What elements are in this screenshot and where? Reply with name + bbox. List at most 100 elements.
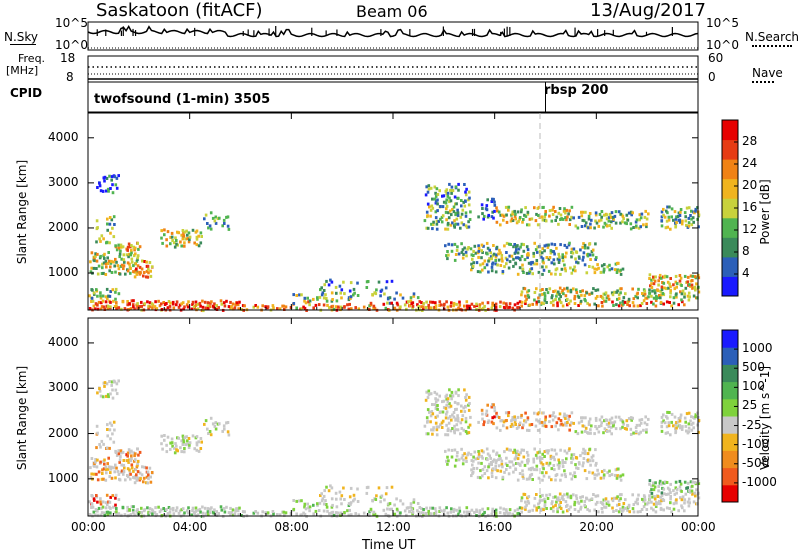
velocity-cell — [102, 442, 105, 446]
velocity-cell — [638, 423, 641, 427]
power-cell — [118, 255, 121, 259]
power-cell — [636, 291, 639, 295]
velocity-cell — [643, 495, 647, 499]
velocity-cell — [615, 476, 619, 480]
power-cell — [112, 235, 116, 239]
power-cell — [564, 211, 567, 215]
power-cell — [521, 267, 525, 271]
power-cell — [169, 301, 172, 305]
velocity-cell — [648, 497, 652, 501]
velocity-cell — [621, 420, 625, 424]
power-cell — [692, 294, 696, 298]
power-cell — [492, 197, 495, 201]
velocity-cell — [448, 388, 451, 392]
velocity-cell — [451, 394, 455, 398]
power-cell — [447, 253, 450, 257]
power-cell — [180, 302, 183, 306]
velocity-cell — [665, 425, 669, 429]
velocity-cell — [530, 423, 534, 426]
velocity-cell — [545, 493, 548, 497]
velocity-cell — [432, 426, 435, 430]
yaxis-tick-label: 4000 — [48, 334, 79, 349]
velocity-cell — [109, 471, 112, 475]
power-ylabel: Slant Range [km] — [15, 159, 29, 265]
velocity-cell — [631, 507, 635, 511]
velocity-cell — [573, 500, 577, 504]
power-cell — [126, 269, 130, 273]
velocity-cell — [610, 432, 613, 436]
velocity-cell — [165, 443, 168, 447]
power-cell — [117, 246, 121, 250]
velocity-cell — [444, 406, 448, 410]
power-cell — [603, 299, 606, 303]
power-cell — [91, 299, 95, 303]
power-cell — [601, 296, 605, 300]
power-cell — [635, 218, 639, 222]
power-cell — [147, 304, 150, 308]
velocity-cell — [374, 498, 378, 501]
velocity-cell — [636, 502, 639, 506]
velocity-cell — [555, 473, 559, 477]
velocity-cell — [300, 499, 303, 503]
power-cell — [550, 272, 553, 276]
velocity-cell — [460, 447, 463, 451]
power-cell — [524, 294, 527, 298]
power-cell — [446, 191, 450, 195]
velocity-cell — [395, 507, 399, 511]
power-cell — [679, 276, 683, 280]
power-cell — [543, 244, 547, 248]
velocity-cell — [119, 455, 122, 459]
velocity-cell — [203, 506, 207, 510]
power-cell — [328, 306, 331, 310]
velocity-cell — [173, 451, 177, 455]
power-cell — [690, 209, 693, 213]
power-cell — [659, 296, 662, 300]
velocity-cell — [134, 468, 137, 471]
velocity-cell — [411, 510, 415, 514]
velocity-colorbar-tick-label: -25 — [742, 417, 762, 432]
power-cell — [668, 205, 671, 209]
velocity-cell — [521, 469, 524, 473]
velocity-cell — [693, 416, 696, 420]
power-cell — [428, 205, 431, 209]
power-cell — [524, 214, 528, 218]
power-cell — [573, 265, 576, 269]
power-cell — [457, 306, 460, 310]
velocity-cell — [172, 446, 176, 450]
velocity-cell — [460, 456, 464, 460]
power-cell — [465, 226, 469, 230]
power-cell — [514, 250, 518, 254]
velocity-cell — [675, 426, 678, 430]
power-cell — [490, 269, 494, 273]
power-cell — [615, 271, 619, 274]
xaxis-tick-label: 08:00 — [274, 520, 309, 534]
power-cell — [126, 300, 129, 303]
power-cell — [588, 265, 591, 268]
velocity-cell — [201, 505, 204, 509]
velocity-cell — [665, 493, 668, 496]
power-cell — [473, 244, 477, 248]
velocity-cell — [130, 505, 134, 509]
velocity-cell — [562, 498, 565, 502]
power-cell — [395, 301, 399, 305]
power-cell — [388, 296, 392, 300]
velocity-cell — [105, 394, 108, 398]
velocity-cell — [447, 459, 450, 463]
velocity-cell — [675, 491, 678, 495]
power-cell — [106, 222, 109, 226]
velocity-cell — [600, 421, 603, 425]
power-cell — [334, 285, 338, 289]
velocity-cell — [114, 476, 117, 480]
velocity-cell — [133, 513, 136, 517]
power-cell — [209, 227, 213, 231]
power-cell — [558, 286, 562, 290]
velocity-cell — [508, 460, 511, 464]
power-cell — [579, 248, 582, 252]
power-cell — [514, 212, 517, 216]
velocity-cell — [368, 510, 371, 514]
velocity-cell — [675, 487, 679, 491]
power-cell — [566, 289, 570, 293]
velocity-cell — [214, 427, 218, 431]
power-cell — [536, 245, 539, 249]
power-cell — [691, 279, 694, 282]
